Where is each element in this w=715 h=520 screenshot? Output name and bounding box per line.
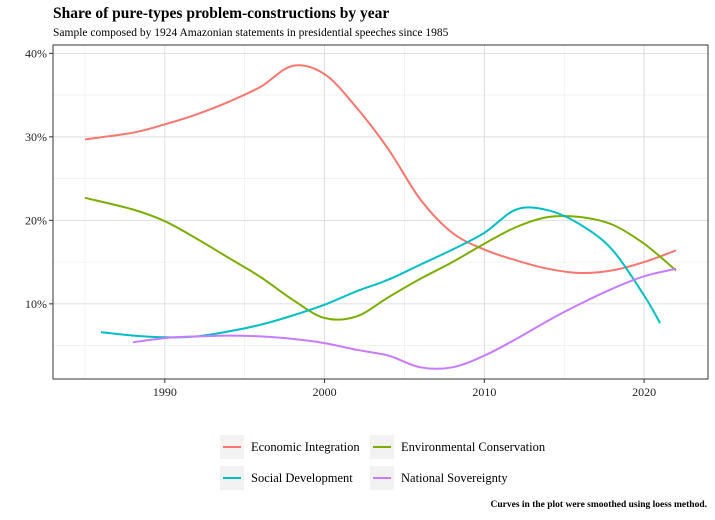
x-tick-label: 2010 bbox=[472, 385, 496, 399]
legend-item-economic-integration: Economic Integration bbox=[220, 435, 360, 459]
chart-title: Share of pure-types problem-construction… bbox=[53, 5, 390, 22]
legend-label-environmental-conservation: Environmental Conservation bbox=[401, 440, 546, 454]
legend-item-environmental-conservation: Environmental Conservation bbox=[370, 435, 546, 459]
series-line-environmental-conservation bbox=[84, 196, 677, 321]
y-tick-label: 20% bbox=[25, 213, 47, 227]
x-tick-label: 2020 bbox=[632, 385, 656, 399]
legend: Economic Integration Environmental Conser… bbox=[220, 435, 546, 490]
series-line-economic-integration bbox=[84, 64, 677, 275]
chart-caption: Curves in the plot were smoothed using l… bbox=[490, 500, 707, 510]
grid bbox=[53, 45, 708, 379]
series-line-national-sovereignty bbox=[132, 267, 677, 370]
legend-label-social-development: Social Development bbox=[251, 471, 353, 485]
series-lines bbox=[84, 64, 677, 370]
y-tick-label: 40% bbox=[25, 46, 47, 60]
legend-label-national-sovereignty: National Sovereignty bbox=[401, 471, 508, 485]
legend-item-national-sovereignty: National Sovereignty bbox=[370, 466, 508, 490]
x-tick-label: 1990 bbox=[153, 385, 177, 399]
legend-item-social-development: Social Development bbox=[220, 466, 353, 490]
axes: 1990 2000 2010 2020 10% 20% 30% 40% bbox=[25, 44, 709, 399]
y-tick-label: 30% bbox=[25, 130, 47, 144]
panel-border bbox=[52, 44, 709, 380]
legend-label-economic-integration: Economic Integration bbox=[251, 440, 360, 454]
x-tick-label: 2000 bbox=[313, 385, 337, 399]
y-tick-label: 10% bbox=[25, 297, 47, 311]
chart-subtitle: Sample composed by 1924 Amazonian statem… bbox=[53, 27, 449, 39]
